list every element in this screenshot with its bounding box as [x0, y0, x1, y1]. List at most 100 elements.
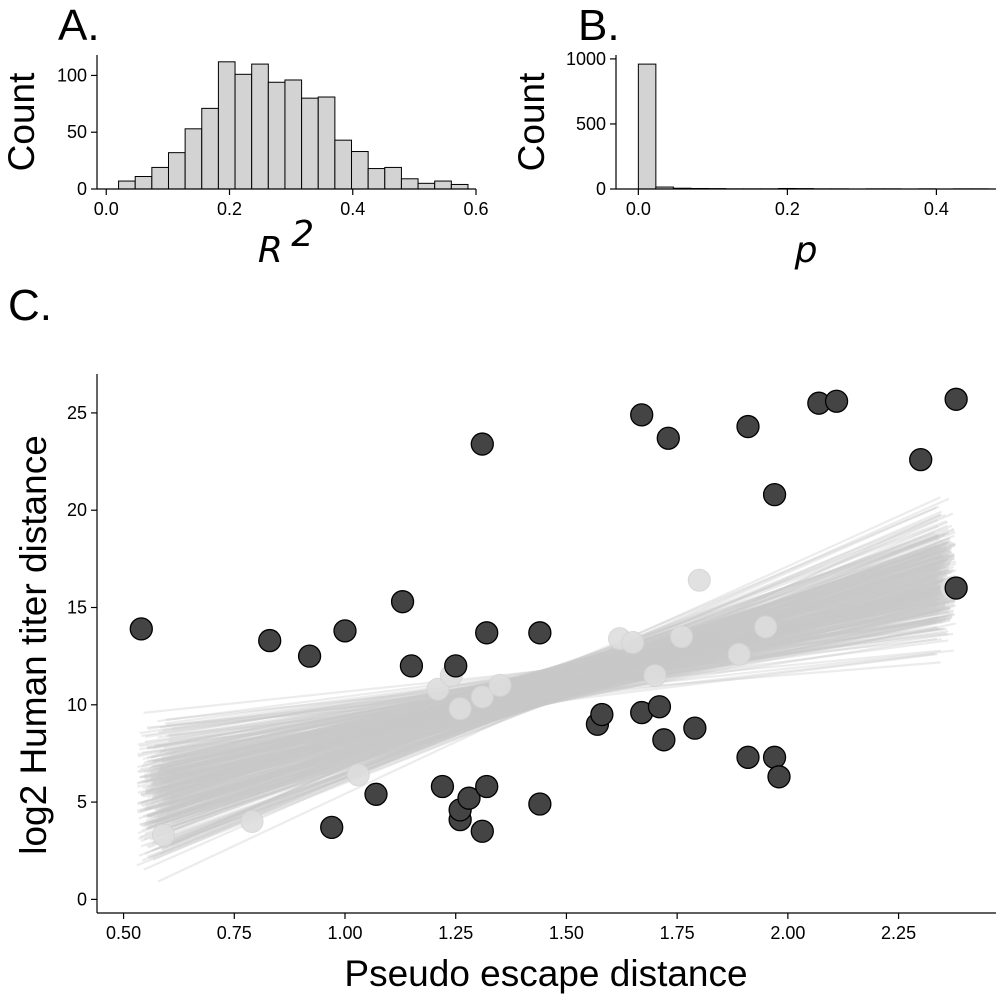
panel-c-fit-line: [148, 560, 937, 818]
panel-c-fit-line: [159, 551, 937, 822]
panel-a-histogram: A. 0.0 0.2 0.4 0.6 0 50 100 Count R 2: [1, 1, 489, 271]
panel-c-dark-point: [399, 654, 424, 678]
panel-c-x-tick-label: 0.50: [106, 923, 141, 943]
panel-c-fit-line: [146, 619, 951, 788]
panel-c-dark-point: [528, 792, 552, 816]
panel-c-dark-point: [767, 765, 791, 789]
panel-c-fit-line: [168, 584, 953, 801]
panel-c-fit-line: [140, 578, 957, 807]
panel-c-fit-line: [155, 537, 951, 838]
panel-c-fit-line: [154, 565, 950, 811]
panel-c-fit-line: [169, 604, 955, 739]
panel-c-fit-line: [140, 555, 943, 797]
panel-c-fit-line: [159, 622, 956, 781]
panel-c-light-point: [470, 685, 494, 709]
panel-c-dark-point: [528, 621, 552, 645]
panel-c-fit-line: [151, 524, 953, 824]
panel-a-y-tick-label: 50: [67, 122, 87, 142]
panel-c-fit-line: [169, 608, 941, 779]
panel-c-fit-line: [158, 560, 957, 786]
panel-c-dark-point: [736, 745, 760, 769]
panel-c-fit-line: [143, 577, 949, 827]
panel-c-fit-line: [156, 573, 943, 823]
panel-c-fit-line: [163, 614, 950, 790]
panel-c-fit-line: [140, 568, 954, 804]
panel-c-fit-line: [142, 554, 944, 808]
panel-c-fit-line: [159, 562, 951, 815]
panel-c-fit-line: [157, 627, 948, 739]
panel-c-fit-line: [138, 544, 956, 857]
panel-c-fit-line: [139, 562, 956, 826]
panel-c-fit-line: [162, 555, 945, 803]
panel-c-fit-line: [163, 549, 950, 784]
panel-c-fit-line: [155, 568, 950, 794]
panel-c-fit-line: [157, 573, 939, 833]
panel-c-dark-point: [475, 774, 499, 799]
panel-c-fit-line: [152, 574, 948, 768]
panel-c-fit-line: [146, 571, 951, 830]
panel-c-fit-line: [153, 539, 944, 840]
panel-c-fit-line: [161, 597, 949, 759]
panel-c-fit-line: [169, 593, 938, 801]
panel-c-fit-line: [160, 572, 938, 772]
panel-c-fit-line: [170, 534, 939, 847]
panel-c-fit-line: [147, 591, 944, 799]
panel-c-fit-line: [168, 535, 939, 847]
panel-c-fit-line: [145, 609, 943, 738]
panel-c-fit-line: [159, 569, 940, 829]
panel-c-fit-line: [164, 576, 939, 761]
panel-c-fit-line: [164, 594, 935, 755]
panel-c-fit-line: [154, 599, 938, 768]
panel-b-y-label: Count: [511, 72, 552, 171]
panel-c-dark-point: [652, 728, 676, 752]
panel-c-fit-line: [150, 600, 936, 782]
panel-c-fit-line: [154, 555, 941, 823]
panel-c-fit-line: [161, 532, 950, 814]
panel-c-fit-line: [150, 619, 946, 774]
panel-c-fit-line: [168, 586, 947, 789]
panel-a-y-tick-label: 100: [57, 65, 87, 85]
panel-c-fit-line: [146, 661, 941, 729]
panel-c-fit-line: [151, 561, 952, 800]
panel-c-fit-line: [140, 610, 954, 771]
panel-c-fit-line: [155, 543, 946, 815]
panel-c-fit-line: [167, 586, 949, 812]
panel-c-light-point: [643, 664, 667, 688]
panel-c-fit-line: [140, 612, 939, 783]
panel-a-bar: [201, 107, 219, 190]
panel-c-fit-line: [137, 587, 946, 758]
panel-c-fit-line: [167, 587, 949, 807]
panel-c-fit-line: [161, 552, 954, 790]
panel-c-dark-points: [129, 387, 968, 843]
panel-c-fit-line: [141, 574, 937, 805]
panel-c-fit-line: [146, 595, 946, 808]
panel-c-fit-line: [155, 506, 937, 851]
panel-c-fit-line: [144, 608, 945, 776]
panel-c-fit-line: [157, 588, 948, 773]
panel-c-fit-line: [161, 550, 952, 811]
panel-c-fit-line: [158, 598, 948, 768]
panel-c-fit-line: [150, 596, 944, 768]
panel-c-fit-line: [164, 600, 956, 786]
panel-c-fit-line: [149, 513, 946, 841]
panel-c-fit-line: [150, 602, 954, 778]
panel-c-fit-line: [155, 591, 957, 756]
panel-c-fit-line: [157, 546, 943, 805]
panel-c-fit-line: [162, 632, 949, 732]
panel-c-fit-line: [151, 576, 956, 763]
panel-c-fit-line: [143, 512, 954, 871]
panel-c-fit-line: [165, 557, 955, 837]
panel-c-fit-line: [151, 588, 937, 791]
panel-c-fit-line: [171, 617, 951, 730]
panel-c-fit-line: [145, 587, 952, 793]
panel-a-bar: [400, 178, 419, 190]
panel-c-fit-line: [147, 556, 953, 829]
panel-c-fit-line: [149, 620, 943, 773]
panel-c-fit-line: [168, 567, 941, 775]
panel-c-fit-line: [146, 541, 954, 817]
panel-c-fit-line: [145, 608, 944, 794]
panel-c-fit-line: [156, 586, 937, 820]
panel-c-dark-point: [129, 617, 153, 641]
panel-c-fit-line: [163, 608, 943, 749]
panel-c-fit-line: [140, 557, 950, 842]
